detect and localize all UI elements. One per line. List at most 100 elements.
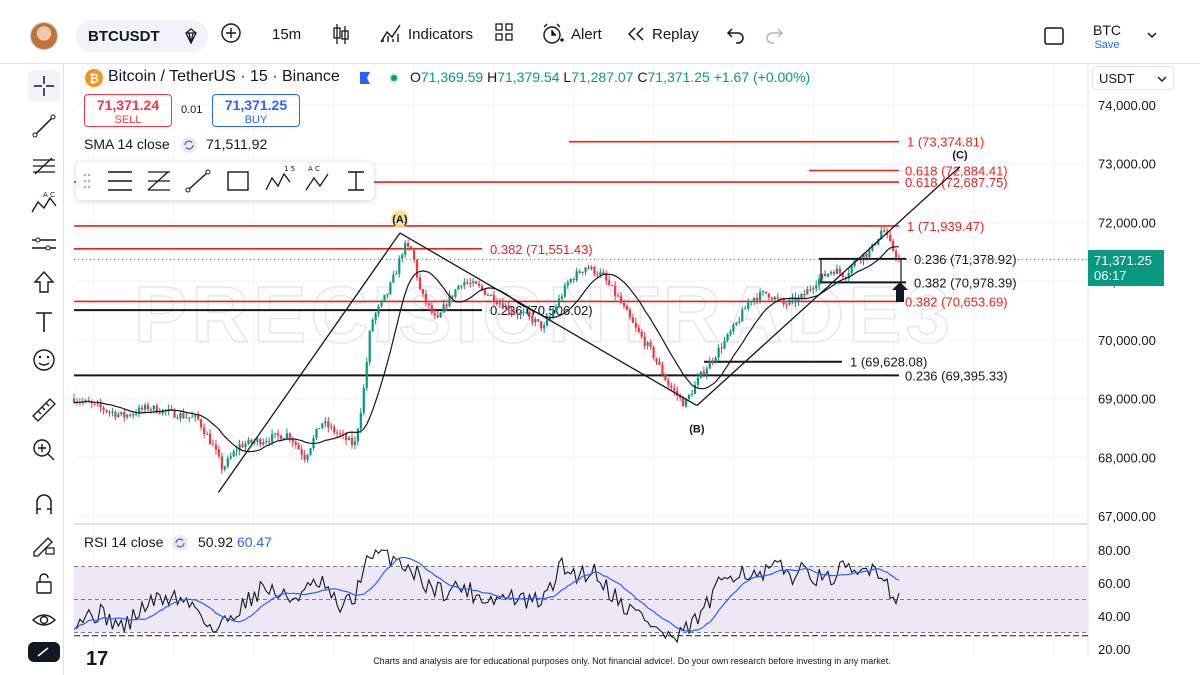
layout-save-button[interactable]: BTC Save	[1093, 22, 1121, 51]
text-tool[interactable]	[28, 306, 60, 338]
replay-rewind-icon[interactable]	[626, 26, 646, 42]
candle-body	[460, 285, 463, 287]
candle-body	[649, 342, 652, 347]
sma-settings-icon[interactable]	[180, 136, 198, 154]
layouts-grid-icon[interactable]	[494, 22, 514, 42]
visibility-tool[interactable]	[28, 604, 60, 636]
candle-body	[424, 293, 427, 304]
candle-body	[747, 302, 750, 309]
forecast-tool[interactable]	[28, 228, 60, 260]
spread-value: 0.01	[181, 104, 203, 116]
alert-button[interactable]: Alert	[571, 26, 602, 43]
candle-body	[495, 302, 498, 304]
candle-body	[652, 346, 655, 359]
candle-body	[327, 421, 330, 428]
candle-body	[214, 444, 218, 450]
zoom-tool[interactable]	[28, 434, 60, 466]
candle-body	[480, 285, 484, 290]
candle-body	[823, 273, 827, 277]
fib-tool[interactable]	[28, 150, 60, 182]
candle-body	[380, 300, 383, 307]
fib-retracement-icon	[33, 157, 55, 175]
candle-body	[134, 413, 138, 415]
candle-body	[137, 407, 141, 414]
candle-body	[883, 230, 886, 232]
candle-body	[126, 414, 129, 418]
candle-body	[797, 297, 800, 303]
candle-body	[371, 319, 374, 332]
candle-body	[702, 371, 705, 375]
trend-line-tool[interactable]	[28, 110, 60, 142]
undo-icon[interactable]	[726, 26, 746, 44]
candle-body	[96, 403, 99, 405]
sell-button[interactable]: 71,371.24 SELL	[84, 94, 172, 127]
symbol-search-button[interactable]: BTCUSDT	[76, 20, 208, 52]
redo-icon[interactable]	[764, 26, 784, 44]
fib-level-label: 0.382 (70,653.69)	[905, 294, 1008, 309]
fib-channel-icon	[147, 171, 170, 191]
chart-area[interactable]: PRECISIONTRADE3 1 (73,374.81) 0.618 (72,8…	[64, 64, 1200, 675]
arrow-tool[interactable]	[28, 266, 60, 298]
svg-text:A C: A C	[308, 165, 320, 173]
indicators-icon[interactable]	[379, 22, 403, 44]
ruler-tool[interactable]	[28, 394, 60, 426]
candle-body	[143, 404, 147, 410]
candle-body	[758, 292, 762, 301]
currency-select[interactable]: USDT	[1092, 66, 1174, 90]
candle-body	[415, 259, 419, 278]
chevron-down-icon[interactable]	[1146, 30, 1158, 40]
candle-body	[818, 278, 821, 286]
candle-body	[889, 234, 892, 241]
fullscreen-square-icon[interactable]	[1043, 26, 1065, 46]
eye-icon	[31, 614, 57, 626]
low-value: 71,287.07	[571, 69, 634, 85]
replay-button[interactable]: Replay	[652, 26, 699, 43]
rsi-axis[interactable]: 80.00 60.00 40.00 20.00	[1098, 543, 1131, 657]
candle-body	[785, 304, 788, 306]
candle-body	[244, 444, 247, 448]
sma-legend: SMA 14 close	[84, 136, 170, 152]
alarm-clock-icon[interactable]	[541, 22, 565, 46]
candle-body	[486, 294, 490, 296]
add-symbol-icon[interactable]	[220, 22, 242, 44]
diamond-icon[interactable]	[182, 27, 200, 45]
buy-button[interactable]: 71,371.25 BUY	[212, 94, 300, 127]
crosshair-tool[interactable]	[28, 70, 60, 102]
rsi-tick-label: 80.00	[1098, 543, 1131, 558]
candle-body	[359, 412, 362, 429]
rsi-settings-icon[interactable]	[171, 534, 189, 552]
flag-icon[interactable]	[358, 71, 372, 85]
candle-body	[466, 282, 469, 284]
candle-body	[711, 360, 714, 362]
crosshair-icon	[34, 76, 54, 96]
candle-body	[628, 310, 632, 318]
draw-mode-tool[interactable]	[28, 528, 60, 560]
indicators-button[interactable]: Indicators	[408, 26, 474, 43]
candle-body	[803, 293, 806, 295]
lock-tool[interactable]	[28, 567, 60, 599]
candle-body	[93, 403, 96, 405]
candle-body	[247, 439, 250, 445]
candles-chart-type-icon[interactable]	[331, 22, 351, 46]
emoji-tool[interactable]	[28, 344, 60, 376]
fib-level-label: 0.236 (70,506.02)	[490, 303, 593, 318]
candle-body	[472, 281, 475, 284]
chart-canvas[interactable]: PRECISIONTRADE3 1 (73,374.81) 0.618 (72,8…	[64, 64, 1200, 675]
candle-body	[285, 433, 289, 439]
candle-body	[259, 439, 262, 445]
object-tree-tool[interactable]	[28, 642, 60, 662]
abc-wave: (A) (B) (C)	[217, 150, 968, 493]
pattern-tool[interactable]: A C	[28, 188, 60, 220]
drawing-tools-sidebar: A C	[0, 64, 64, 675]
candle-body	[445, 304, 448, 307]
candle-body	[253, 441, 256, 444]
magnet-tool[interactable]	[28, 488, 60, 520]
price-axis[interactable]: 74,000.0073,000.0072,000.0071,000.0070,0…	[1098, 98, 1156, 524]
candle-body	[800, 293, 803, 298]
rsi-tick-label: 60.00	[1098, 576, 1131, 591]
candle-body	[557, 298, 561, 307]
candle-body	[611, 284, 614, 286]
interval-button[interactable]: 15m	[272, 26, 302, 43]
candle-body	[279, 435, 283, 440]
user-avatar[interactable]	[30, 22, 58, 50]
